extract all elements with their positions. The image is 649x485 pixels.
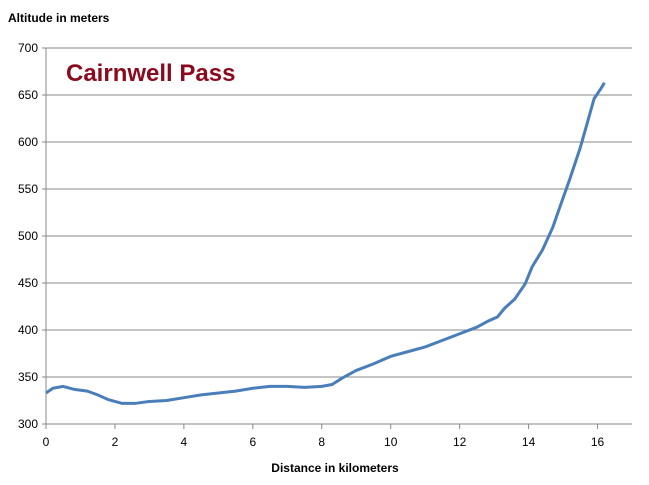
y-tick-label: 650 <box>18 88 38 102</box>
y-tick-label: 700 <box>18 41 38 55</box>
x-tick-label: 2 <box>112 435 119 449</box>
x-tick-label: 0 <box>43 435 50 449</box>
x-tick-label: 8 <box>318 435 325 449</box>
x-tick-label: 4 <box>181 435 188 449</box>
y-tick-label: 450 <box>18 276 38 290</box>
x-tick-label: 14 <box>522 435 536 449</box>
x-tick-label: 6 <box>249 435 256 449</box>
y-tick-label: 400 <box>18 323 38 337</box>
x-axis-label: Distance in kilometers <box>271 461 399 475</box>
chart-title: Cairnwell Pass <box>66 60 235 87</box>
y-tick-label: 500 <box>18 229 38 243</box>
data-line <box>45 81 606 405</box>
y-axis-label: Altitude in meters <box>8 11 110 25</box>
y-tick-label: 550 <box>18 182 38 196</box>
x-tick-label: 12 <box>453 435 467 449</box>
x-tick-label: 10 <box>384 435 398 449</box>
y-tick-label: 300 <box>18 417 38 431</box>
y-tick-label: 600 <box>18 135 38 149</box>
y-tick-label: 350 <box>18 370 38 384</box>
x-tick-label: 16 <box>591 435 605 449</box>
